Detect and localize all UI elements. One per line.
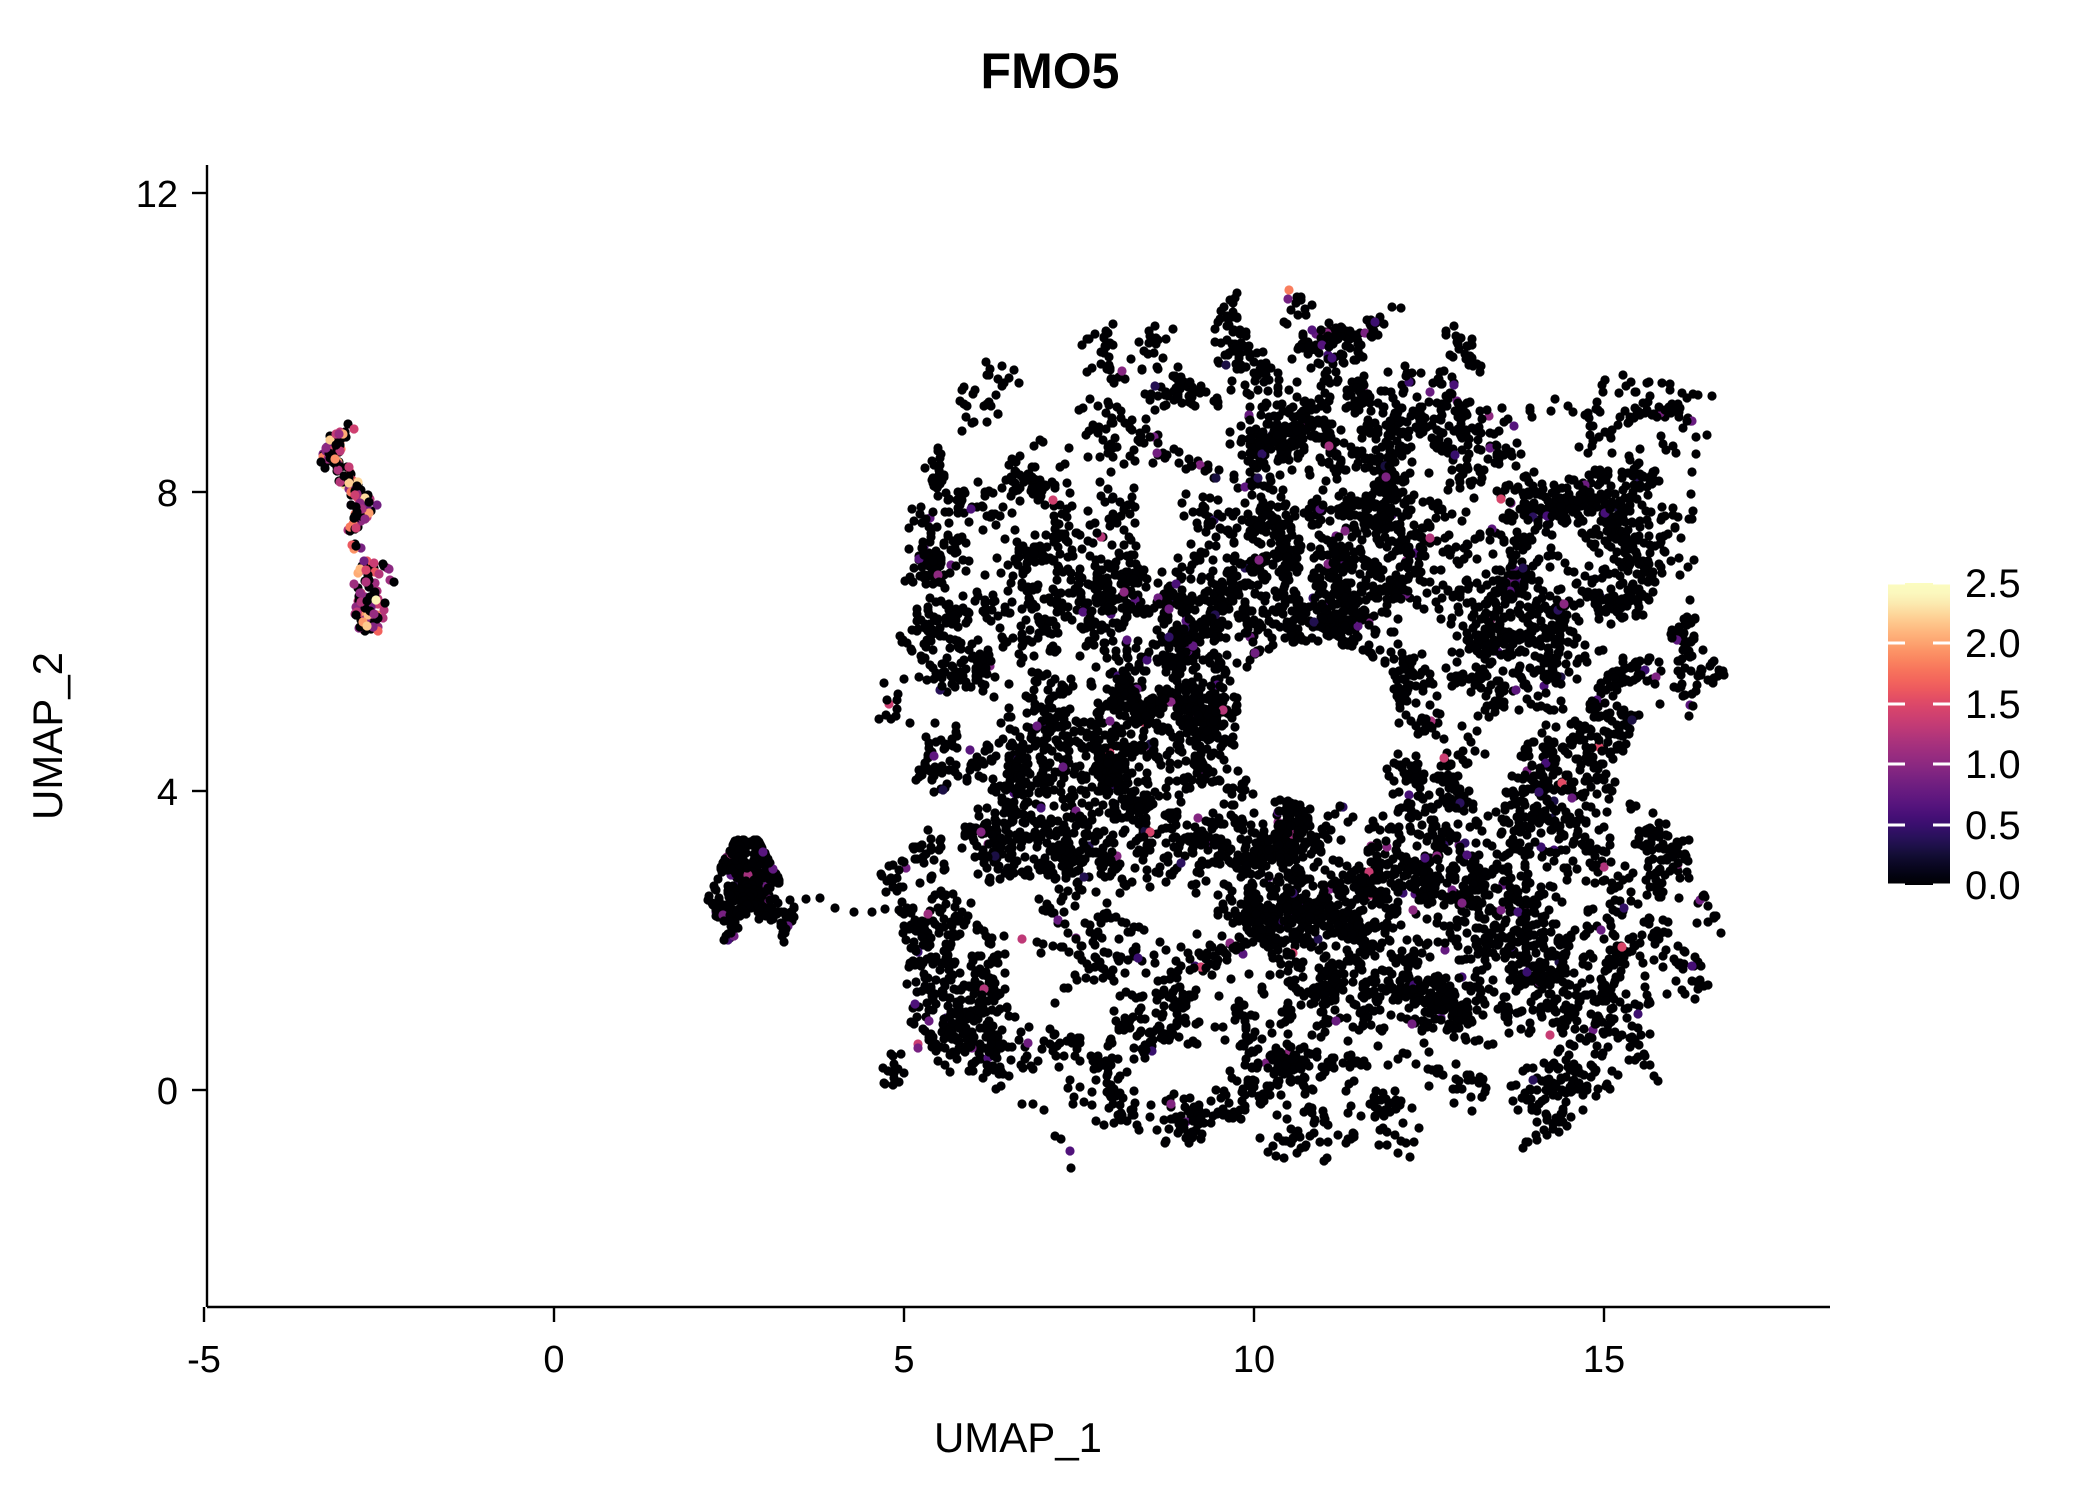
svg-text:-5: -5	[187, 1339, 221, 1381]
svg-text:5: 5	[893, 1339, 914, 1381]
svg-text:0: 0	[157, 1071, 178, 1113]
svg-text:8: 8	[157, 473, 178, 515]
svg-text:0: 0	[543, 1339, 564, 1381]
svg-text:4: 4	[157, 772, 178, 814]
svg-text:12: 12	[136, 174, 178, 216]
svg-text:10: 10	[1233, 1339, 1275, 1381]
svg-text:UMAP_2: UMAP_2	[24, 652, 71, 820]
svg-text:UMAP_1: UMAP_1	[934, 1414, 1102, 1461]
svg-text:15: 15	[1583, 1339, 1625, 1381]
